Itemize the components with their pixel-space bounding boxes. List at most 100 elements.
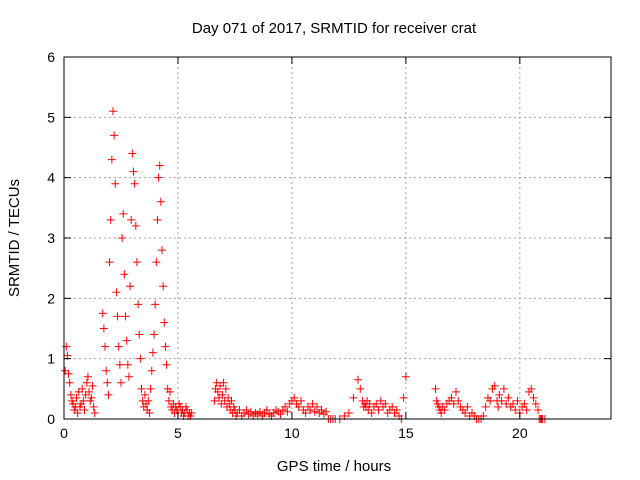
data-point	[162, 360, 171, 369]
data-point	[354, 375, 363, 384]
data-point	[531, 399, 540, 408]
data-point	[349, 393, 358, 402]
data-point	[376, 396, 385, 405]
data-point	[213, 387, 222, 396]
data-point	[129, 167, 138, 176]
data-point	[365, 399, 374, 408]
data-point	[85, 387, 94, 396]
data-point	[109, 107, 118, 116]
data-point	[461, 408, 470, 417]
data-point	[165, 387, 174, 396]
data-points	[61, 107, 549, 423]
data-point	[124, 372, 133, 381]
data-point	[497, 396, 506, 405]
data-point	[153, 215, 162, 224]
data-point	[112, 288, 121, 297]
data-point	[147, 366, 156, 375]
data-point	[134, 300, 143, 309]
data-point	[281, 402, 290, 411]
x-tick-label: 5	[174, 425, 182, 441]
data-point	[294, 402, 303, 411]
chart-title: Day 071 of 2017, SRMTID for receiver cra…	[192, 20, 477, 37]
data-point	[73, 408, 82, 417]
data-point	[146, 384, 155, 393]
data-point	[511, 405, 520, 414]
data-point	[440, 405, 449, 414]
data-point	[463, 402, 472, 411]
data-point	[154, 173, 163, 182]
y-tick-label: 1	[47, 351, 55, 367]
data-point	[66, 390, 75, 399]
y-tick-label: 5	[47, 109, 55, 125]
data-point	[158, 246, 167, 255]
data-point	[115, 360, 124, 369]
data-point	[520, 399, 529, 408]
data-point	[87, 393, 96, 402]
data-point	[65, 378, 74, 387]
y-tick-label: 2	[47, 290, 55, 306]
data-point	[256, 407, 265, 416]
data-point	[164, 396, 173, 405]
data-point	[161, 342, 170, 351]
data-point	[136, 354, 145, 363]
data-point	[262, 405, 271, 414]
data-point	[102, 366, 111, 375]
data-point	[145, 408, 154, 417]
data-point	[151, 300, 160, 309]
data-point	[137, 384, 146, 393]
data-point	[486, 396, 495, 405]
data-point	[140, 390, 149, 399]
data-point	[130, 179, 139, 188]
data-point	[132, 258, 141, 267]
data-point	[242, 405, 251, 414]
data-point	[246, 407, 255, 416]
y-tick-label: 3	[47, 230, 55, 246]
data-point	[78, 384, 87, 393]
data-point	[83, 372, 92, 381]
data-point	[490, 381, 499, 390]
data-point	[107, 155, 116, 164]
data-point	[367, 408, 376, 417]
data-point	[401, 372, 410, 381]
data-point	[152, 258, 161, 267]
data-point	[118, 234, 127, 242]
data-point	[144, 396, 153, 405]
data-point	[101, 342, 110, 351]
data-point	[381, 399, 390, 408]
data-point	[481, 402, 490, 411]
data-point	[322, 407, 331, 416]
data-point	[103, 378, 112, 387]
y-tick-label: 4	[47, 170, 55, 186]
data-point	[121, 312, 130, 321]
data-point	[116, 378, 125, 387]
data-point	[221, 384, 230, 393]
x-tick-label: 10	[284, 425, 300, 441]
data-point	[150, 330, 159, 339]
data-point	[135, 330, 144, 339]
data-point	[449, 399, 458, 408]
axis-ticks: 0 5 10 15 20 0 1 2 3 4 5 6	[47, 49, 611, 441]
data-point	[297, 396, 306, 405]
data-point	[301, 408, 310, 417]
data-point	[534, 405, 543, 414]
data-point	[89, 402, 98, 411]
data-point	[98, 309, 107, 318]
data-point	[119, 209, 128, 218]
x-axis-title: GPS time / hours	[277, 458, 391, 475]
y-tick-label: 6	[47, 49, 55, 65]
y-axis-title: SRMTID / TECUs	[6, 179, 23, 297]
data-point	[127, 215, 136, 224]
data-point	[210, 396, 219, 405]
data-point	[290, 393, 299, 402]
data-point	[72, 393, 81, 402]
data-point	[110, 131, 119, 140]
data-point	[64, 369, 73, 378]
x-tick-label: 20	[512, 425, 528, 441]
data-point	[155, 161, 164, 170]
data-point	[80, 405, 89, 414]
data-point	[452, 387, 461, 396]
data-point	[431, 384, 440, 393]
data-point	[454, 396, 463, 405]
